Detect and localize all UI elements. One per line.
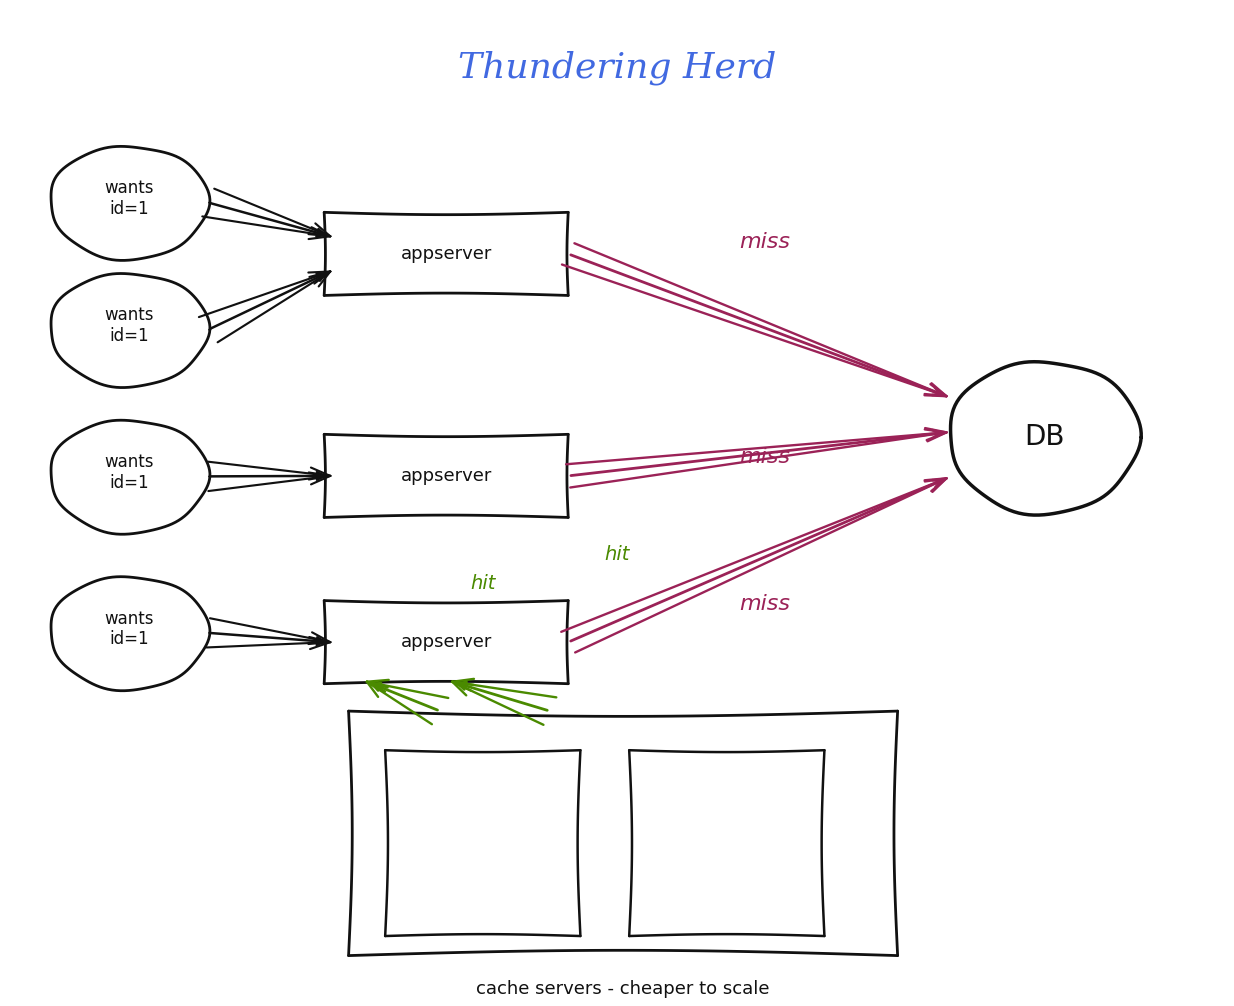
Text: wants
id=1: wants id=1 (104, 453, 154, 492)
Text: miss: miss (739, 231, 790, 252)
Text: wants
id=1: wants id=1 (104, 610, 154, 648)
Text: hit: hit (605, 545, 631, 564)
Text: appserver: appserver (401, 244, 492, 263)
Text: wants
id=1: wants id=1 (104, 179, 154, 218)
Text: appserver: appserver (401, 467, 492, 485)
Text: cache servers - cheaper to scale: cache servers - cheaper to scale (476, 980, 770, 998)
Text: hit: hit (470, 574, 496, 594)
Text: appserver: appserver (401, 633, 492, 651)
Text: miss: miss (739, 447, 790, 467)
Text: miss: miss (739, 594, 790, 614)
Text: wants
id=1: wants id=1 (104, 307, 154, 345)
Text: DB: DB (1024, 424, 1064, 452)
Text: Thundering Herd: Thundering Herd (458, 51, 776, 86)
